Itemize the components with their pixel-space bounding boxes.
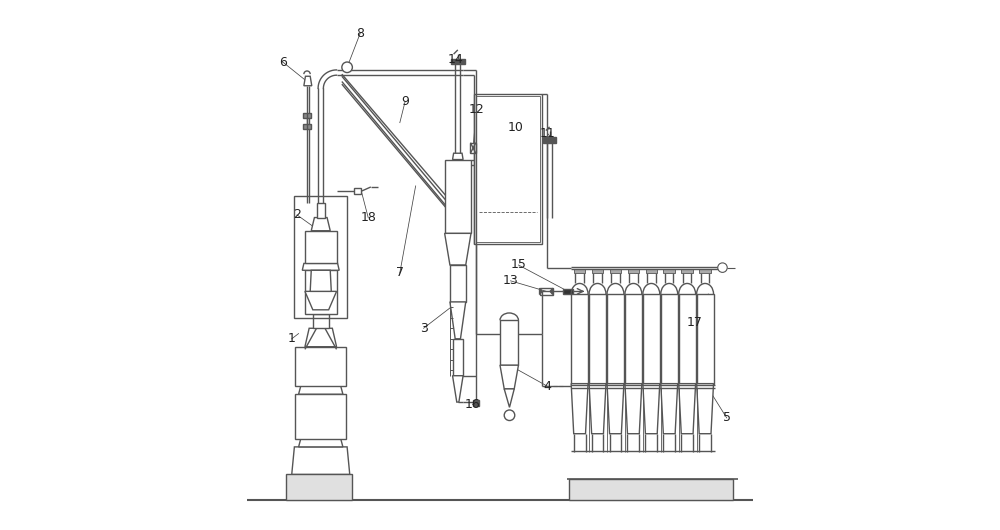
Polygon shape [661,384,678,434]
Bar [681,269,693,273]
Bar [643,294,660,384]
Polygon shape [450,265,466,302]
Polygon shape [453,376,463,402]
Text: 18: 18 [360,211,376,224]
Polygon shape [679,384,696,434]
Bar [574,269,585,273]
Bar [563,289,573,294]
Bar [286,474,352,500]
Polygon shape [607,384,624,434]
Bar [679,294,696,384]
Polygon shape [295,347,346,386]
Polygon shape [292,447,350,474]
Text: 2: 2 [293,208,301,222]
Text: 9: 9 [401,95,409,108]
Bar [589,294,606,384]
Polygon shape [305,328,337,347]
Polygon shape [305,231,337,263]
Polygon shape [543,137,556,143]
Bar [500,320,518,365]
Polygon shape [643,384,660,434]
Text: 5: 5 [723,411,731,425]
Bar [607,294,624,384]
Text: 14: 14 [447,53,463,66]
Text: 3: 3 [420,322,427,335]
Bar [303,113,311,118]
Polygon shape [305,270,337,314]
Bar [661,294,678,384]
Bar [470,143,476,153]
Circle shape [504,410,515,420]
Polygon shape [697,384,714,434]
Polygon shape [571,384,588,434]
Text: 11: 11 [540,127,555,140]
Bar [303,123,311,129]
Text: 4: 4 [544,380,551,393]
Text: 1: 1 [288,332,296,346]
Text: 10: 10 [508,121,524,135]
Polygon shape [304,76,312,86]
Bar [540,288,553,295]
Text: 6: 6 [279,56,287,68]
Bar [628,269,639,273]
Polygon shape [302,263,339,270]
Polygon shape [625,384,642,434]
Text: 12: 12 [468,103,484,116]
Polygon shape [445,233,471,265]
Bar [354,188,361,195]
Polygon shape [295,394,346,439]
Polygon shape [500,365,518,389]
Bar [610,269,621,273]
Text: 17: 17 [687,316,703,330]
Bar [646,269,657,273]
Polygon shape [310,270,331,292]
Polygon shape [311,217,330,231]
Polygon shape [445,160,471,233]
Polygon shape [453,339,463,376]
Polygon shape [305,292,337,310]
Text: 7: 7 [396,267,404,279]
Bar [476,96,540,242]
Bar [699,269,711,273]
Bar [294,197,347,317]
Polygon shape [453,153,463,160]
Polygon shape [504,389,514,408]
Polygon shape [540,288,542,295]
Polygon shape [299,439,343,447]
Bar [697,294,714,384]
Text: 16: 16 [465,398,480,411]
Circle shape [342,62,352,73]
Polygon shape [550,288,553,295]
Polygon shape [451,59,465,64]
Text: 8: 8 [356,26,364,40]
Bar [592,269,603,273]
Bar [474,94,542,244]
Text: 13: 13 [503,275,518,287]
Polygon shape [589,384,606,434]
Bar [625,294,642,384]
Bar [317,203,325,217]
Bar [663,269,675,273]
Bar [473,401,479,406]
Text: 15: 15 [511,259,526,271]
Bar [569,479,733,500]
Polygon shape [299,386,343,394]
Bar [571,294,588,384]
Polygon shape [450,302,466,339]
Bar [313,314,329,328]
Circle shape [718,263,727,272]
